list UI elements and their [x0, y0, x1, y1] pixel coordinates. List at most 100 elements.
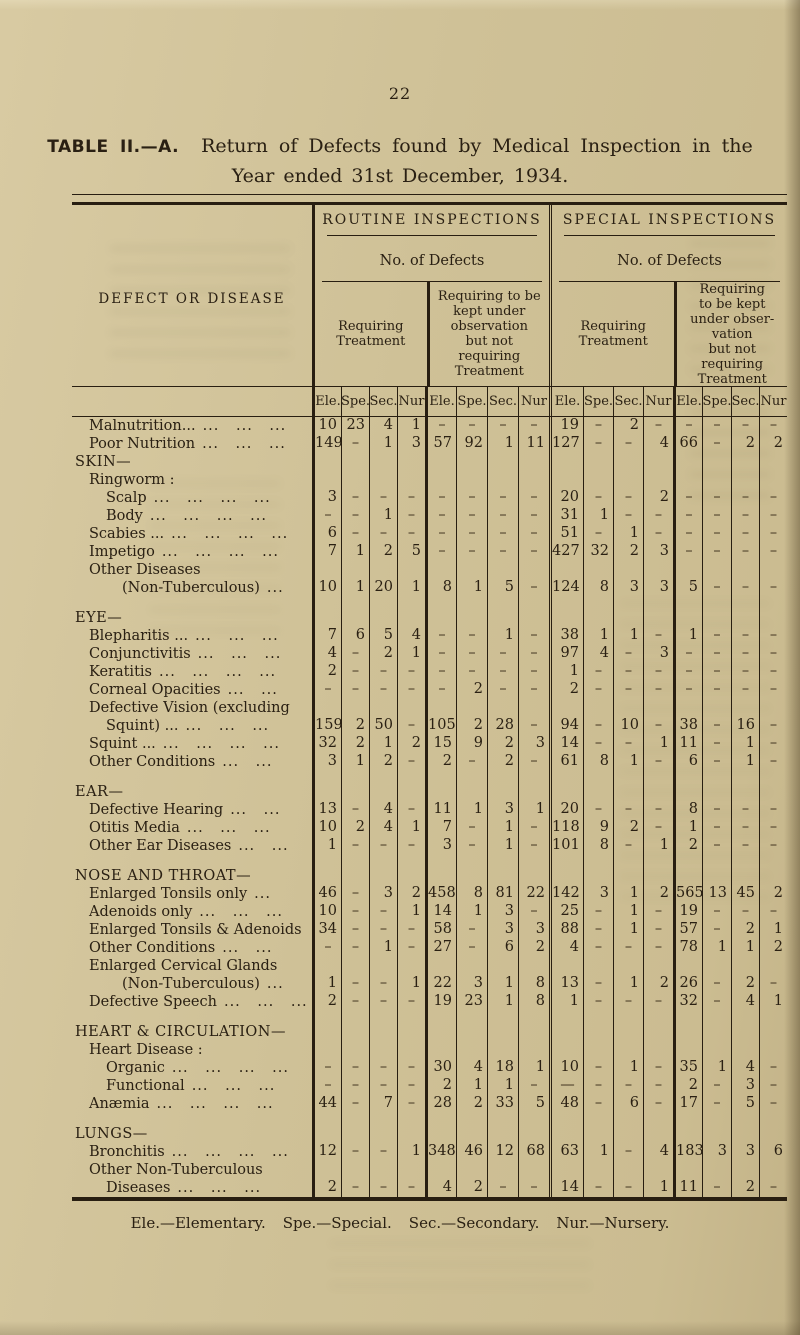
value-cell	[702, 1161, 731, 1179]
value-cell: 2	[312, 663, 341, 681]
value-cell: –	[456, 507, 487, 525]
value-cell	[673, 783, 702, 801]
value-cell: 6	[487, 939, 518, 957]
value-cell	[702, 471, 731, 489]
value-cell: –	[341, 939, 369, 957]
value-cell: –	[673, 663, 702, 681]
value-cell	[613, 783, 643, 801]
value-cell: 1	[487, 837, 518, 855]
value-cell	[397, 771, 425, 783]
value-cell: –	[369, 1143, 397, 1161]
value-cell: –	[456, 543, 487, 561]
value-cell: 2	[518, 939, 549, 957]
row-label-text: Ringworm :	[89, 472, 175, 488]
value-cell: 2	[397, 885, 425, 903]
row-label-text: (Non-Tuberculous)	[122, 580, 260, 596]
value-cell: 2	[369, 543, 397, 561]
value-cell: –	[731, 819, 759, 837]
value-cell: –	[312, 1077, 341, 1095]
value-cell	[369, 855, 397, 867]
value-cell: 16	[731, 717, 759, 735]
value-cell: –	[731, 663, 759, 681]
value-cell	[518, 1023, 549, 1041]
row-label-text: EAR—	[75, 784, 124, 800]
value-cell: 32	[673, 993, 702, 1011]
value-cell: –	[341, 681, 369, 699]
value-cell: –	[643, 1095, 673, 1113]
value-cell	[643, 609, 673, 627]
value-cell	[759, 1113, 787, 1125]
row-label: Defective Hearing ... ...	[72, 801, 312, 819]
value-cell	[583, 699, 613, 717]
value-cell	[759, 1125, 787, 1143]
dot-leaders: ...	[266, 976, 284, 992]
subcol-header: Nur	[643, 387, 673, 416]
value-cell	[397, 699, 425, 717]
value-cell: –	[456, 645, 487, 663]
value-cell: 7	[425, 819, 456, 837]
value-cell	[425, 597, 456, 609]
table-row: Otitis Media... ... ... 10 2 4 1 7–1–118 9 2–1–…	[72, 819, 787, 837]
value-cell	[369, 471, 397, 489]
label-continuation-row: Defective Vision (excluding	[72, 699, 787, 717]
dot-leaders: ...	[254, 886, 271, 902]
table-header: DEFECT OR DISEASE ROUTINE INSPECTIONS No…	[72, 205, 787, 387]
value-cell	[487, 783, 518, 801]
value-cell: 7	[312, 627, 341, 645]
value-cell: 10	[312, 903, 341, 921]
value-cell: 8	[583, 579, 613, 597]
dot-leaders: ... ... ...	[191, 1078, 276, 1094]
value-cell: 3	[312, 753, 341, 771]
value-cell: 81	[487, 885, 518, 903]
value-cell: 1	[613, 627, 643, 645]
row-label-text: Malnutrition...	[89, 418, 196, 434]
value-cell: –	[643, 753, 673, 771]
value-cell: –	[397, 837, 425, 855]
dot-leaders: ... ... ...	[199, 904, 283, 920]
row-label: Other Ear Diseases ... ...	[72, 837, 312, 855]
value-cell	[518, 1011, 549, 1023]
value-cell	[702, 957, 731, 975]
value-cell: –	[425, 489, 456, 507]
value-cell: 1	[487, 627, 518, 645]
value-cell: 1	[341, 753, 369, 771]
value-cell: 10	[613, 717, 643, 735]
value-cell: –	[369, 525, 397, 543]
value-cell	[731, 1023, 759, 1041]
routine-observation-header: Requiring to be kept under observation b…	[426, 282, 549, 386]
value-cell	[549, 699, 583, 717]
dot-leaders: ... ... ...	[177, 1180, 262, 1196]
value-cell: –	[518, 507, 549, 525]
value-cell	[702, 1113, 731, 1125]
value-cell: –	[341, 1059, 369, 1077]
value-cell	[613, 609, 643, 627]
value-cell	[369, 957, 397, 975]
value-cell	[456, 1023, 487, 1041]
value-cell: –	[613, 435, 643, 453]
value-cell	[673, 561, 702, 579]
table-row: Scabies ...... ... ... ... 6– – – – – – –51–1– –…	[72, 525, 787, 543]
value-cell: –	[702, 993, 731, 1011]
value-cell: –	[759, 417, 787, 435]
value-cell	[425, 453, 456, 471]
value-cell: 20	[549, 801, 583, 819]
value-cell	[731, 957, 759, 975]
value-cell: –	[759, 975, 787, 993]
routine-group-columns: Requiring Treatment Requiring to be kept…	[315, 282, 549, 386]
value-cell	[312, 867, 341, 885]
value-cell	[759, 771, 787, 783]
value-cell: 105	[425, 717, 456, 735]
table-row: Bronchitis... ... ... ... 12– –1 348 46 12 68 6…	[72, 1143, 787, 1161]
subcol-header: Sec.	[731, 387, 760, 416]
table-row: Enlarged Tonsils only... 46–3 2 458 8 81 22 142…	[72, 885, 787, 903]
value-cell: –	[702, 1077, 731, 1095]
value-cell: 20	[369, 579, 397, 597]
value-cell: 1	[487, 993, 518, 1011]
value-cell: 57	[673, 921, 702, 939]
value-cell: 149	[312, 435, 343, 453]
value-cell	[425, 471, 456, 489]
row-label-text: Other Ear Diseases	[89, 838, 232, 854]
value-cell	[673, 597, 702, 609]
value-cell: –	[759, 525, 787, 543]
row-label-text: Anæmia	[89, 1096, 150, 1112]
